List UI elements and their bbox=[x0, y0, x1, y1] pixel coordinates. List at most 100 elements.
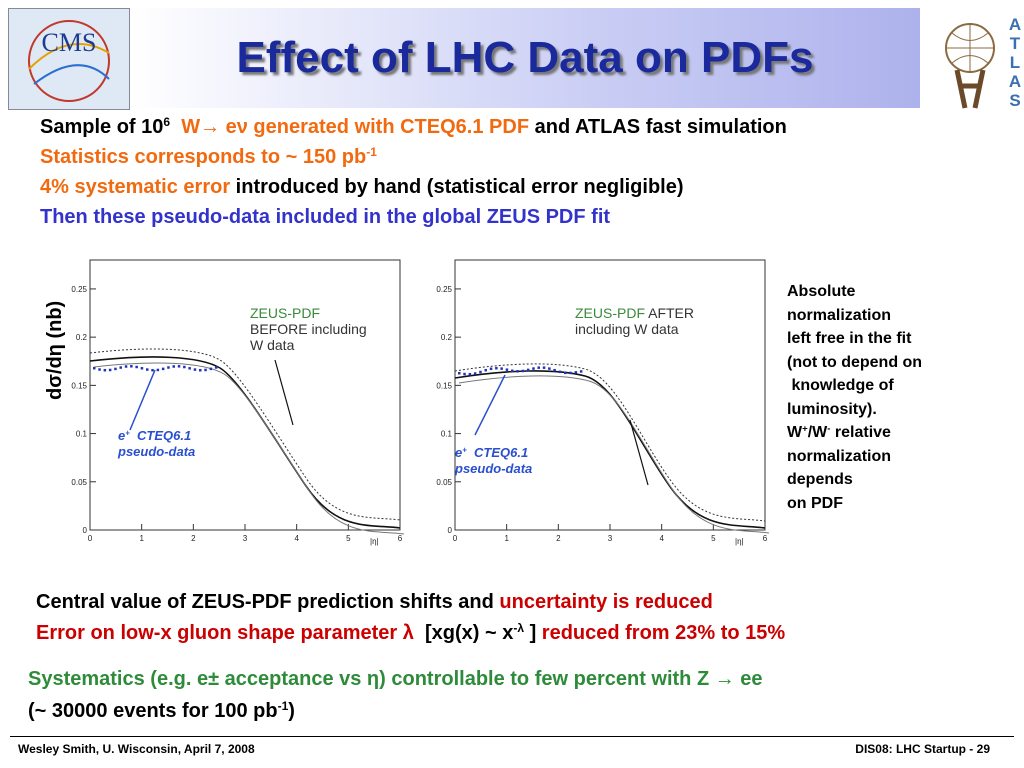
pseudo-data-point bbox=[183, 365, 186, 369]
pseudo-data-point bbox=[114, 367, 117, 371]
text-line: depends bbox=[787, 468, 922, 492]
text-segment: including W data bbox=[575, 321, 679, 337]
text-line: including W data bbox=[575, 321, 694, 337]
pseudo-data-point bbox=[537, 366, 540, 369]
intro-text: Sample of 106 W→ eν generated with CTEQ6… bbox=[40, 112, 787, 232]
atlas-letter: S bbox=[1009, 91, 1020, 110]
text-line: (~ 30000 events for 100 pb-1) bbox=[28, 695, 763, 727]
pseudo-data-point bbox=[495, 366, 498, 370]
text-segment: [xg(x) ~ x bbox=[424, 622, 514, 644]
text-segment: and ATLAS fast simulation bbox=[529, 116, 787, 138]
plot-legend: ZEUS-PDF BEFORE including W data bbox=[250, 305, 367, 353]
pseudo-data-point bbox=[151, 368, 154, 372]
text-segment: Then these pseudo-data included in the g… bbox=[40, 206, 611, 228]
text-segment: e bbox=[455, 445, 463, 460]
text-segment: Error on low-x gluon shape parameter λ bbox=[36, 622, 425, 644]
x-tick-label: 0 bbox=[88, 534, 93, 543]
text-segment: Central value of ZEUS-PDF prediction shi… bbox=[36, 591, 500, 613]
pseudo-data-point bbox=[553, 368, 556, 372]
x-axis-label: |η| bbox=[735, 537, 744, 546]
pseudo-data-point bbox=[489, 367, 493, 371]
pseudo-data-point bbox=[542, 366, 546, 369]
text-line: e+ CTEQ6.1 bbox=[118, 428, 195, 444]
text-line: W+/W- relative bbox=[787, 421, 922, 445]
text-line: 4% systematic error introduced by hand (… bbox=[40, 172, 787, 202]
pseudo-data-point bbox=[505, 368, 509, 371]
text-segment: /W bbox=[807, 424, 828, 441]
pseudo-data-point bbox=[130, 365, 133, 368]
pseudo-data-point bbox=[521, 369, 525, 373]
text-segment: + bbox=[802, 423, 808, 435]
text-line: ZEUS-PDF AFTER bbox=[575, 305, 694, 321]
text-segment: Sample of 10 bbox=[40, 116, 164, 138]
text-segment: Systematics (e.g. e± acceptance vs η) co… bbox=[28, 668, 763, 690]
text-segment: normalization bbox=[787, 447, 892, 465]
text-line: Systematics (e.g. e± acceptance vs η) co… bbox=[28, 663, 763, 695]
footer-left: Wesley Smith, U. Wisconsin, April 7, 200… bbox=[18, 742, 255, 756]
plot-right: 0 1 2 3 4 5 6 0 0.05 0.1 0.15 0.2 0.25 |η| ZEUS-PDF AF… bbox=[435, 250, 775, 555]
text-segment: W bbox=[787, 424, 803, 441]
x-axis-label: |η| bbox=[370, 537, 379, 546]
pseudo-data-point bbox=[458, 372, 461, 375]
y-tick-label: 0.05 bbox=[436, 478, 452, 487]
pseudo-data-point bbox=[93, 367, 96, 370]
text-segment: ZEUS-PDF bbox=[575, 305, 645, 321]
text-segment: -1 bbox=[366, 144, 377, 159]
plot-left: 0 1 2 3 4 5 6 0 0.05 0.1 0.15 0.2 0.25 |η| ZEUS-PDF BEF… bbox=[70, 250, 410, 555]
pseudo-data-point bbox=[177, 365, 181, 368]
plot-annotation: e+ CTEQ6.1 pseudo-data bbox=[118, 428, 195, 460]
pseudo-data-point bbox=[188, 367, 191, 370]
text-segment: e bbox=[118, 428, 126, 443]
text-line: pseudo-data bbox=[455, 461, 532, 477]
conclusions: Central value of ZEUS-PDF prediction shi… bbox=[36, 587, 785, 649]
atlas-letter: T bbox=[1010, 34, 1021, 53]
y-tick-label: 0.25 bbox=[71, 285, 87, 294]
text-segment: AFTER bbox=[645, 305, 695, 321]
arrow-data bbox=[474, 374, 506, 436]
text-line: Then these pseudo-data included in the g… bbox=[40, 202, 787, 232]
pseudo-data-point bbox=[484, 368, 487, 372]
text-segment: knowledge of bbox=[787, 377, 894, 394]
text-line: Error on low-x gluon shape parameter λ [… bbox=[36, 618, 785, 649]
text-segment: ZEUS-PDF bbox=[250, 305, 320, 321]
pseudo-data-point bbox=[135, 365, 138, 369]
pseudo-data-point bbox=[199, 368, 202, 372]
x-tick-label: 1 bbox=[504, 534, 509, 543]
footer-rule bbox=[10, 736, 1014, 737]
text-segment: relative bbox=[830, 424, 891, 441]
pseudo-data-point bbox=[574, 371, 578, 374]
x-tick-label: 2 bbox=[191, 534, 196, 543]
y-axis-label: dσ/dη (nb) bbox=[44, 300, 66, 400]
pseudo-data-point bbox=[463, 372, 466, 376]
x-tick-label: 2 bbox=[556, 534, 561, 543]
text-segment: 6 bbox=[163, 114, 171, 129]
pseudo-data-point bbox=[172, 365, 175, 368]
text-segment: -1 bbox=[277, 698, 289, 713]
pseudo-data-point bbox=[124, 365, 128, 368]
text-line: on PDF bbox=[787, 492, 922, 516]
band-lower bbox=[93, 362, 405, 535]
pseudo-data-point bbox=[108, 368, 112, 372]
text-line: pseudo-data bbox=[118, 444, 195, 460]
pseudo-data-point bbox=[209, 367, 213, 371]
y-tick-label: 0 bbox=[83, 526, 88, 535]
plot-annotation: e+ CTEQ6.1 pseudo-data bbox=[455, 445, 532, 477]
text-line: normalization bbox=[787, 445, 922, 469]
atlas-letter: A bbox=[1009, 15, 1021, 34]
band-upper bbox=[89, 348, 401, 521]
text-line: normalization bbox=[787, 304, 922, 328]
pseudo-data-point bbox=[579, 370, 583, 373]
x-tick-label: 4 bbox=[659, 534, 664, 543]
text-segment: (not to depend on bbox=[787, 353, 923, 371]
text-segment: BEFORE including bbox=[250, 321, 367, 337]
text-line: W data bbox=[250, 337, 367, 353]
y-tick-label: 0.15 bbox=[71, 381, 87, 390]
y-tick-label: 0.05 bbox=[71, 478, 87, 487]
text-segment: W data bbox=[250, 337, 295, 353]
text-segment: left free in the fit bbox=[787, 330, 912, 347]
plot-legend: ZEUS-PDF AFTER including W data bbox=[575, 305, 694, 337]
text-segment: W→ eν generated with CTEQ6.1 PDF bbox=[170, 116, 530, 138]
cms-emblem: CMS bbox=[28, 20, 110, 102]
plot-frame: 0 1 2 3 4 5 6 0 0.05 0.1 0.15 0.2 0.25 |η| bbox=[71, 259, 405, 546]
